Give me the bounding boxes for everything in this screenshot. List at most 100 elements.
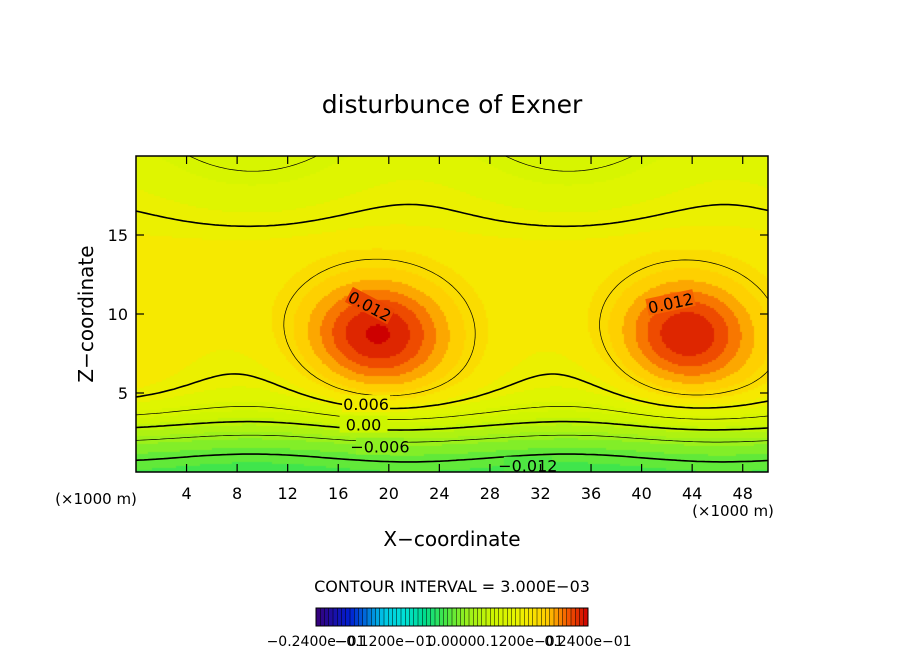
colorbar-segment bbox=[443, 608, 449, 626]
contour-fill bbox=[136, 156, 768, 472]
colorbar-segment bbox=[481, 608, 487, 626]
colorbar-segment bbox=[375, 608, 381, 626]
colorbar-segment bbox=[337, 608, 342, 626]
colorbar-segment bbox=[477, 608, 483, 626]
colorbar-segment bbox=[333, 608, 338, 626]
colorbar-segment bbox=[379, 608, 385, 626]
colorbar-segment bbox=[316, 608, 321, 626]
colorbar-segment bbox=[426, 608, 432, 626]
x-tick-label: 36 bbox=[581, 484, 601, 503]
colorbar-segment bbox=[515, 608, 521, 626]
x-tick-label: 44 bbox=[682, 484, 702, 503]
colorbar-segment bbox=[511, 608, 517, 626]
colorbar-segment bbox=[460, 608, 466, 626]
colorbar-segment bbox=[473, 608, 478, 626]
colorbar-segment bbox=[354, 608, 359, 626]
colorbar-segment bbox=[405, 608, 410, 626]
colorbar-segment bbox=[452, 608, 457, 626]
colorbar-frame bbox=[315, 607, 589, 627]
colorbar-segment bbox=[503, 608, 508, 626]
colorbar-segment bbox=[507, 608, 512, 626]
colorbar-segment bbox=[435, 608, 440, 626]
colorbar-segment bbox=[524, 608, 529, 626]
colorbar-tick-label: −0.2400e−01 bbox=[267, 634, 366, 650]
colorbar-segment bbox=[554, 608, 559, 626]
colorbar-segment bbox=[490, 608, 495, 626]
colorbar-segment bbox=[447, 608, 453, 626]
colorbar-segment bbox=[413, 608, 419, 626]
colorbar-segment bbox=[324, 608, 330, 626]
colorbar-segment bbox=[494, 608, 500, 626]
contour-line bbox=[283, 258, 768, 397]
colorbar-segment bbox=[367, 608, 372, 626]
contour-label: 0.00 bbox=[346, 416, 382, 435]
x-axis-label: X−coordinate bbox=[383, 527, 520, 551]
colorbar-segment bbox=[409, 608, 415, 626]
colorbar-segment bbox=[520, 608, 525, 626]
colorbar-segment bbox=[583, 608, 589, 626]
colorbar-tick-label: −0.1200e−01 bbox=[335, 634, 434, 650]
colorbar-tick-labels: −0.2400e−01−0.1200e−010.0000 0.1200e−010.… bbox=[267, 634, 632, 650]
y-axis-label: Z−coordinate bbox=[74, 245, 98, 382]
contour-label: −0.006 bbox=[350, 438, 409, 457]
colorbar-segment bbox=[341, 608, 347, 626]
colorbar-segment bbox=[549, 608, 555, 626]
x-axis-unit-left: (×1000 m) bbox=[55, 490, 137, 508]
contour-label-bg bbox=[645, 289, 696, 316]
x-axis-ticks: 4 8 12 16 20 24 28 32 36 40 44 48 bbox=[181, 156, 753, 503]
y-axis-ticks: 5 10 15 bbox=[108, 226, 768, 403]
colorbar-segment bbox=[541, 608, 546, 626]
colorbar-segment bbox=[418, 608, 423, 626]
colorbar-segment bbox=[430, 608, 436, 626]
colorbar-segment bbox=[579, 608, 585, 626]
colorbar-segment bbox=[320, 608, 325, 626]
colorbar-segment bbox=[537, 608, 542, 626]
x-tick-label: 20 bbox=[379, 484, 399, 503]
colorbar bbox=[315, 607, 589, 627]
x-tick-label: 32 bbox=[530, 484, 550, 503]
colorbar-tick-label: 0.2400e−01 bbox=[544, 634, 631, 650]
x-axis-unit-right: (×1000 m) bbox=[692, 502, 774, 520]
colorbar-segment bbox=[469, 608, 474, 626]
contour-label-bg bbox=[342, 395, 391, 413]
y-tick-label: 5 bbox=[118, 384, 128, 403]
colorbar-segment bbox=[358, 608, 364, 626]
colorbar-segment bbox=[571, 608, 576, 626]
colorbar-segment bbox=[528, 608, 534, 626]
colorbar-segment bbox=[350, 608, 355, 626]
colorbar-segment bbox=[388, 608, 393, 626]
colorbar-tick-label: 0.0000 bbox=[428, 634, 477, 650]
contour-label-bg bbox=[355, 437, 404, 455]
x-tick-label: 48 bbox=[733, 484, 753, 503]
y-tick-label: 10 bbox=[108, 305, 128, 324]
colorbar-segment bbox=[562, 608, 568, 626]
colorbar-segment bbox=[401, 608, 406, 626]
colorbar-segment bbox=[498, 608, 504, 626]
colorbar-segment bbox=[422, 608, 427, 626]
contour-label: 0.006 bbox=[343, 395, 389, 414]
colorbar-segment bbox=[566, 608, 572, 626]
colorbar-segment bbox=[396, 608, 402, 626]
x-tick-label: 4 bbox=[181, 484, 191, 503]
colorbar-segment bbox=[558, 608, 563, 626]
colorbar-segment bbox=[545, 608, 551, 626]
chart-title: disturbunce of Exner bbox=[322, 90, 583, 119]
x-tick-label: 24 bbox=[429, 484, 449, 503]
colorbar-segment bbox=[328, 608, 334, 626]
x-tick-label: 40 bbox=[631, 484, 651, 503]
contour-label: −0.012 bbox=[498, 457, 557, 476]
colorbar-segment bbox=[486, 608, 491, 626]
colorbar-tick-label: 0.1200e−01 bbox=[476, 634, 563, 650]
x-tick-label: 8 bbox=[232, 484, 242, 503]
colorbar-segment bbox=[439, 608, 444, 626]
colorbar-segment bbox=[464, 608, 470, 626]
colorbar-segment bbox=[345, 608, 351, 626]
contour-interval-text: CONTOUR INTERVAL = 3.000E−03 bbox=[314, 577, 590, 596]
colorbar-segment bbox=[362, 608, 368, 626]
colorbar-segment bbox=[384, 608, 389, 626]
y-tick-label: 15 bbox=[108, 226, 128, 245]
colorbar-segment bbox=[371, 608, 376, 626]
colorbar-segment bbox=[392, 608, 398, 626]
